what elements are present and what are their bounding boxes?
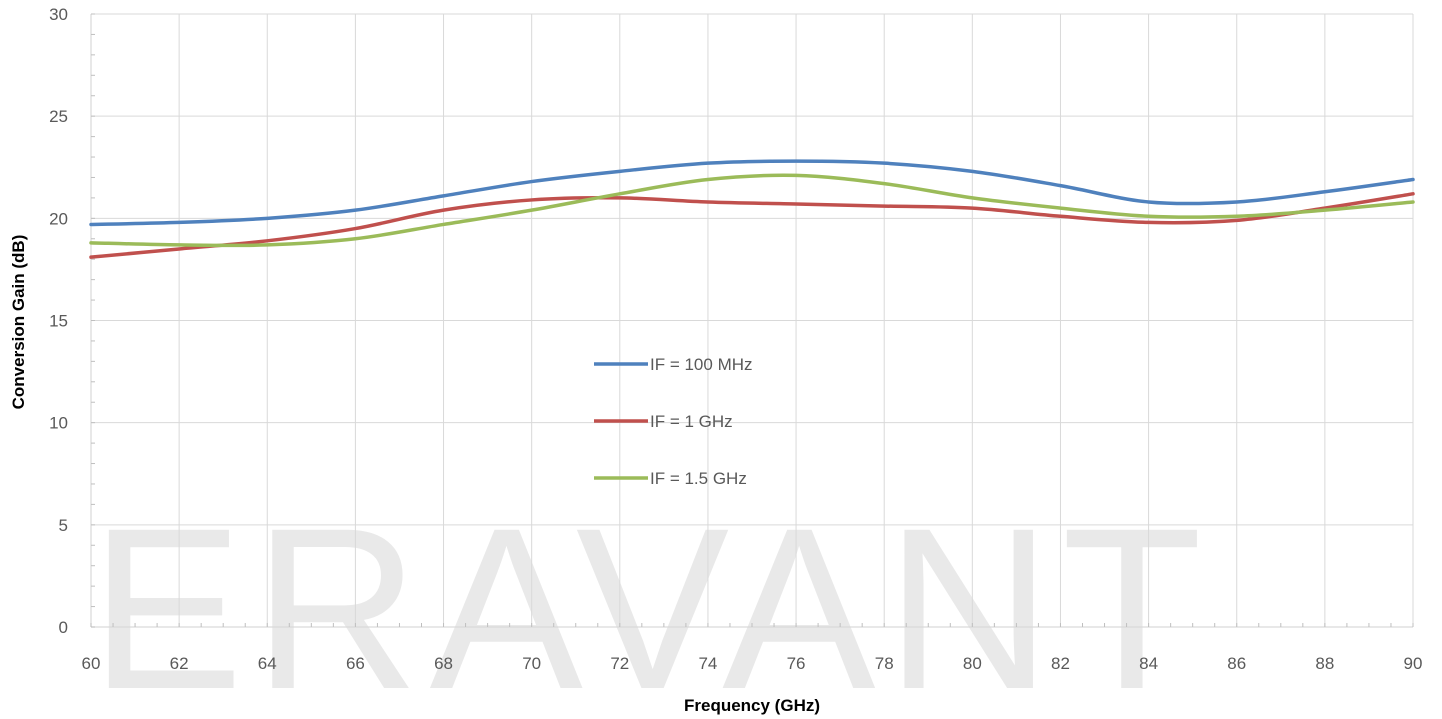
y-tick-label: 10 — [49, 414, 68, 433]
axes — [90, 13, 1414, 628]
y-tick-labels: 0 5 10 15 20 25 30 — [49, 5, 68, 637]
x-tick-label: 80 — [963, 654, 982, 673]
x-tick-label: 72 — [610, 654, 629, 673]
y-tick-label: 15 — [49, 312, 68, 331]
x-tick-label: 90 — [1404, 654, 1423, 673]
series-line-if-100-mhz — [89, 159, 1415, 227]
legend-label: IF = 1.5 GHz — [650, 469, 747, 488]
y-tick-label: 20 — [49, 209, 68, 228]
y-tick-label: 0 — [59, 618, 68, 637]
y-tick-label: 25 — [49, 107, 68, 126]
x-tick-label: 82 — [1051, 654, 1070, 673]
y-tick-label: 5 — [59, 516, 68, 535]
legend-label: IF = 100 MHz — [650, 355, 753, 374]
y-tick-label: 30 — [49, 5, 68, 24]
series-line-if-1-ghz — [89, 192, 1415, 259]
series-line-if-1-5-ghz — [89, 173, 1415, 248]
x-tick-label: 76 — [787, 654, 806, 673]
x-tick-label: 86 — [1227, 654, 1246, 673]
x-tick-label: 88 — [1315, 654, 1334, 673]
x-tick-label: 74 — [698, 654, 717, 673]
x-tick-label: 78 — [875, 654, 894, 673]
watermark-text: ERAVANT — [90, 480, 1212, 719]
gridlines — [91, 13, 1414, 627]
x-tick-label: 84 — [1139, 654, 1158, 673]
x-tick-label: 68 — [434, 654, 453, 673]
x-tick-label: 70 — [522, 654, 541, 673]
x-tick-label: 60 — [82, 654, 101, 673]
x-tick-label: 64 — [258, 654, 277, 673]
x-tick-label: 66 — [346, 654, 365, 673]
series-lines — [89, 159, 1415, 259]
x-tick-labels: 60 62 64 66 68 70 72 74 76 78 80 82 84 86 88 90 — [82, 654, 1423, 673]
y-axis-title: Conversion Gain (dB) — [9, 235, 28, 410]
legend-label: IF = 1 GHz — [650, 412, 733, 431]
x-tick-label: 62 — [170, 654, 189, 673]
x-axis-title: Frequency (GHz) — [684, 696, 820, 715]
legend: IF = 100 MHz IF = 1 GHz IF = 1.5 GHz — [594, 355, 753, 488]
